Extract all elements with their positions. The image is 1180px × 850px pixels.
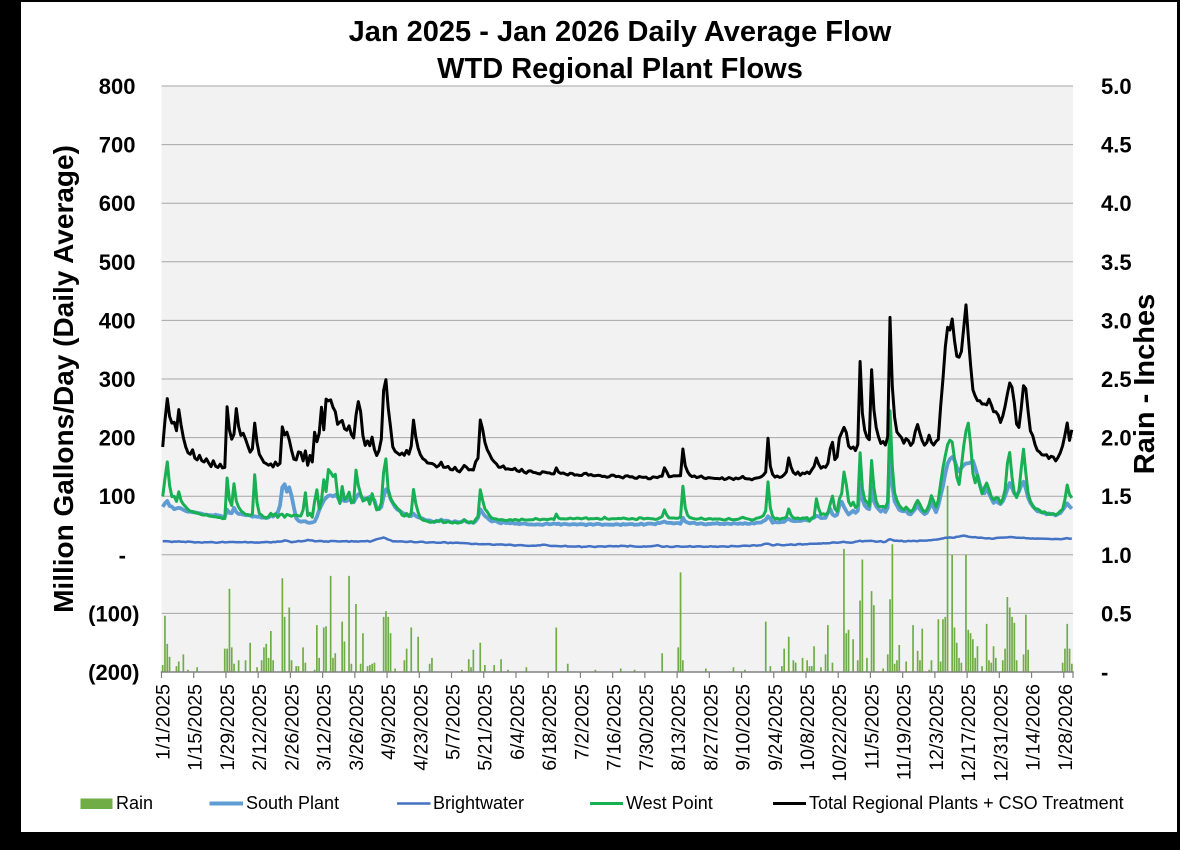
svg-text:South Plant: South Plant (246, 793, 339, 813)
svg-text:Rain - Inches: Rain - Inches (1129, 294, 1161, 475)
svg-text:Jan 2025 - Jan 2026 Daily Aver: Jan 2025 - Jan 2026 Daily Average Flow (349, 16, 892, 48)
svg-text:Rain: Rain (116, 793, 153, 813)
svg-text:1.0: 1.0 (1101, 543, 1132, 568)
svg-text:(100): (100) (88, 601, 139, 626)
svg-text:Million Gallons/Day (Daily Ave: Million Gallons/Day (Daily Average) (48, 145, 79, 613)
svg-text:Total Regional Plants + CSO Tr: Total Regional Plants + CSO Treatment (809, 793, 1124, 813)
svg-text:5/21/2025: 5/21/2025 (475, 684, 497, 771)
svg-text:1/15/2025: 1/15/2025 (185, 684, 207, 771)
svg-text:West Point: West Point (626, 793, 713, 813)
svg-text:5.0: 5.0 (1101, 74, 1132, 99)
svg-text:WTD Regional Plant Flows: WTD Regional Plant Flows (437, 53, 803, 85)
svg-text:7/2/2025: 7/2/2025 (571, 684, 593, 760)
svg-text:7/16/2025: 7/16/2025 (604, 684, 626, 771)
svg-text:500: 500 (99, 250, 136, 275)
svg-text:2/26/2025: 2/26/2025 (281, 684, 303, 771)
svg-text:1.5: 1.5 (1101, 484, 1132, 509)
svg-text:1/28/2026: 1/28/2026 (1055, 684, 1077, 771)
svg-text:11/5/2025: 11/5/2025 (861, 684, 883, 769)
svg-text:0.5: 0.5 (1101, 601, 1132, 626)
svg-text:3.5: 3.5 (1101, 250, 1132, 275)
svg-text:1/29/2025: 1/29/2025 (217, 684, 239, 771)
svg-text:600: 600 (99, 191, 136, 216)
svg-text:8/13/2025: 8/13/2025 (668, 684, 690, 771)
svg-text:3/12/2025: 3/12/2025 (314, 684, 336, 771)
svg-text:4.0: 4.0 (1101, 191, 1132, 216)
svg-text:1/14/2026: 1/14/2026 (1023, 684, 1045, 771)
svg-text:4/9/2025: 4/9/2025 (378, 684, 400, 760)
svg-text:10/22/2025: 10/22/2025 (829, 684, 851, 782)
svg-text:5/7/2025: 5/7/2025 (443, 684, 465, 760)
svg-text:800: 800 (99, 74, 136, 99)
svg-text:1/1/2025: 1/1/2025 (153, 684, 175, 760)
svg-text:2/12/2025: 2/12/2025 (249, 684, 271, 771)
svg-text:8/27/2025: 8/27/2025 (700, 684, 722, 771)
svg-text:7/30/2025: 7/30/2025 (636, 684, 658, 771)
svg-text:100: 100 (99, 484, 136, 509)
svg-text:-: - (119, 543, 126, 568)
svg-text:4.5: 4.5 (1101, 133, 1132, 158)
svg-text:200: 200 (99, 426, 136, 451)
svg-text:400: 400 (99, 308, 136, 333)
svg-text:11/19/2025: 11/19/2025 (894, 684, 916, 780)
svg-text:9/24/2025: 9/24/2025 (765, 684, 787, 771)
svg-text:2.0: 2.0 (1101, 426, 1132, 451)
svg-text:4/23/2025: 4/23/2025 (410, 684, 432, 771)
svg-text:12/17/2025: 12/17/2025 (958, 684, 980, 782)
svg-text:9/10/2025: 9/10/2025 (733, 684, 755, 771)
svg-text:12/3/2025: 12/3/2025 (926, 684, 948, 771)
svg-text:(200): (200) (88, 660, 139, 685)
svg-text:12/31/2025: 12/31/2025 (990, 684, 1012, 782)
svg-text:300: 300 (99, 367, 136, 392)
svg-text:10/8/2025: 10/8/2025 (797, 684, 819, 771)
svg-text:6/18/2025: 6/18/2025 (539, 684, 561, 771)
svg-text:700: 700 (99, 133, 136, 158)
svg-text:3.0: 3.0 (1101, 308, 1132, 333)
svg-text:-: - (1101, 660, 1108, 685)
svg-text:Brightwater: Brightwater (433, 793, 524, 813)
svg-text:2.5: 2.5 (1101, 367, 1132, 392)
svg-text:3/26/2025: 3/26/2025 (346, 684, 368, 771)
svg-text:6/4/2025: 6/4/2025 (507, 684, 529, 760)
